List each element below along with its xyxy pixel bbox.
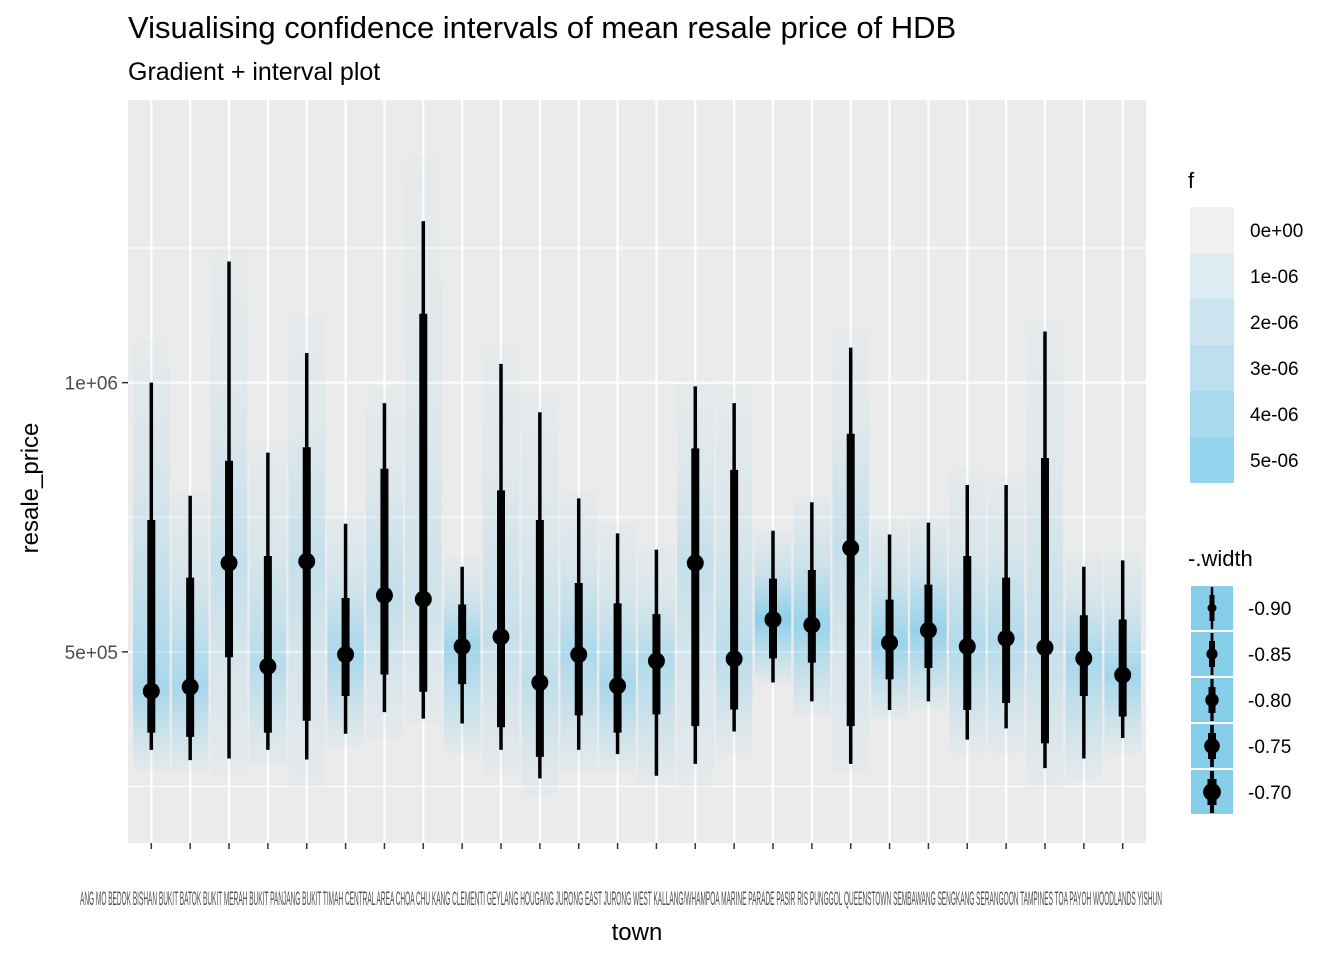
point-estimate: [881, 634, 899, 652]
point-estimate: [842, 539, 860, 557]
point-estimate: [609, 677, 627, 695]
y-tick-label: 1e+06: [65, 374, 118, 395]
point-estimate: [1114, 666, 1132, 684]
y-tick-label: 5e+05: [65, 643, 118, 664]
x-axis-label: town: [612, 919, 663, 946]
legend-fill-label: 5e-06: [1250, 451, 1299, 472]
point-estimate: [919, 621, 937, 639]
legend-fill-key: [1190, 437, 1234, 483]
point-estimate: [686, 554, 704, 572]
point-estimate: [764, 611, 782, 629]
legend-width-label: -0.70: [1248, 783, 1291, 804]
legend-fill-label: 2e-06: [1250, 313, 1299, 334]
point-estimate: [181, 678, 199, 696]
point-estimate: [725, 650, 743, 668]
legend-width-label: -0.80: [1248, 691, 1291, 712]
chart-subtitle: Gradient + interval plot: [128, 58, 381, 86]
legend-width-label: -0.75: [1248, 737, 1291, 758]
legend-width-point: [1205, 693, 1219, 707]
point-estimate: [531, 674, 549, 692]
point-estimate: [1036, 639, 1054, 657]
point-estimate: [259, 657, 277, 675]
point-estimate: [142, 682, 160, 700]
x-tick-labels: ANG MO BEDOK BISHAN BUKIT BATOK BUKIT ME…: [80, 889, 1162, 910]
legend-width-label: -0.90: [1248, 599, 1291, 620]
legend-width-point: [1203, 783, 1221, 801]
point-estimate: [1075, 649, 1093, 667]
legend-fill-key: [1190, 345, 1234, 391]
legend-width-title: -.width: [1188, 546, 1253, 571]
legend-fill-label: 0e+00: [1250, 221, 1303, 242]
point-estimate: [997, 629, 1015, 647]
legend-width-point: [1204, 738, 1220, 754]
legend-fill-label: 3e-06: [1250, 359, 1299, 380]
legend-width-point: [1206, 648, 1218, 660]
point-estimate: [298, 552, 316, 570]
point-estimate: [803, 616, 821, 634]
legend-width-label: -0.85: [1248, 645, 1291, 666]
legend-fill-key: [1190, 299, 1234, 345]
legend-width-point: [1207, 603, 1217, 613]
legend-fill-key: [1190, 253, 1234, 299]
legend-width-key-border: [1189, 768, 1235, 816]
point-estimate: [453, 637, 471, 655]
point-estimate: [375, 586, 393, 604]
chart-title: Visualising confidence intervals of mean…: [128, 10, 957, 45]
legend-width: -.width -0.90 -0.85 -0.80 -0.75 -0.70: [1188, 546, 1291, 816]
interval-layer: [142, 221, 1132, 779]
y-axis-label: resale_price: [17, 423, 44, 554]
legend-fill-label: 1e-06: [1250, 267, 1299, 288]
legend-fill-key: [1190, 391, 1234, 437]
point-estimate: [570, 646, 588, 664]
legend-fill: f 0e+00 1e-06 2e-06 3e-06 4e-06 5e-06: [1188, 168, 1303, 483]
point-estimate: [414, 590, 432, 608]
point-estimate: [958, 637, 976, 655]
point-estimate: [220, 554, 238, 572]
legend-fill-title: f: [1188, 168, 1195, 193]
legend-fill-label: 4e-06: [1250, 405, 1299, 426]
point-estimate: [492, 628, 510, 646]
axes: 5e+05 1e+06 ANG MO BEDOK BISHAN BUKIT BATO…: [65, 374, 1162, 910]
legend-fill-key: [1190, 207, 1234, 253]
point-estimate: [337, 646, 355, 664]
point-estimate: [647, 652, 665, 670]
